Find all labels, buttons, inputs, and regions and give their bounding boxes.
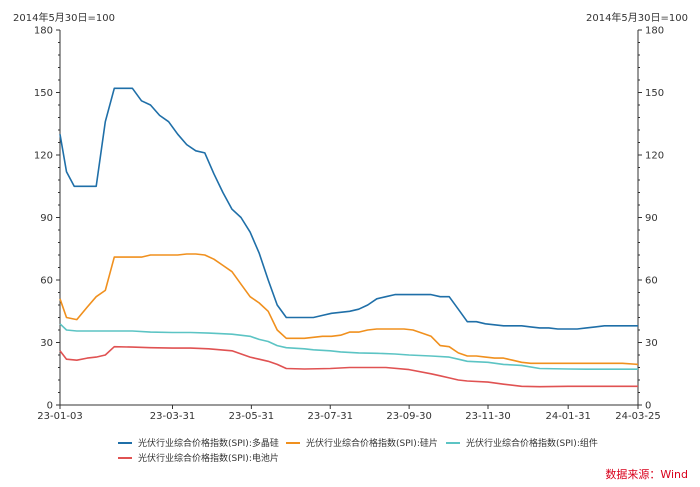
left-y-tick-label: 60: [40, 276, 53, 287]
x-tick-label: 23-07-31: [308, 411, 353, 422]
legend-label-wafer: 光伏行业综合价格指数(SPI):硅片: [306, 439, 438, 449]
legend-swatch-multi-si: [118, 441, 132, 444]
x-tick-label: 23-11-30: [465, 411, 510, 422]
legend-item-module: 光伏行业综合价格指数(SPI):组件: [446, 436, 598, 449]
left-y-tick-label: 120: [34, 151, 53, 162]
left-y-tick-label: 90: [40, 213, 53, 224]
series-line-wafer: [59, 253, 639, 366]
series-line-multi-si: [59, 87, 638, 330]
legend-item-wafer: 光伏行业综合价格指数(SPI):硅片: [286, 436, 438, 449]
left-y-tick-label: 0: [47, 401, 53, 412]
legend-label-module: 光伏行业综合价格指数(SPI):组件: [466, 439, 598, 449]
legend-label-cell: 光伏行业综合价格指数(SPI):电池片: [138, 454, 279, 464]
left-y-tick-label: 30: [40, 338, 53, 349]
x-tick-label: 23-03-31: [150, 411, 195, 422]
right-y-tick-label: 0: [645, 401, 651, 412]
legend-swatch-wafer: [286, 441, 300, 444]
legend-label-multi-si: 光伏行业综合价格指数(SPI):多晶硅: [138, 439, 279, 449]
legend-swatch-module: [446, 441, 460, 444]
right-y-tick-label: 120: [645, 151, 664, 162]
right-y-tick-label: 60: [645, 276, 658, 287]
right-y-tick-label: 30: [645, 338, 658, 349]
legend-swatch-cell: [118, 456, 132, 459]
legend-item-multi-si: 光伏行业综合价格指数(SPI):多晶硅: [118, 436, 279, 449]
x-tick-label: 24-03-25: [615, 411, 660, 422]
right-y-tick-label: 90: [645, 213, 658, 224]
legend-item-cell: 光伏行业综合价格指数(SPI):电池片: [118, 451, 279, 464]
left-y-tick-label: 180: [34, 26, 53, 37]
right-y-tick-label: 180: [645, 26, 664, 37]
x-tick-label: 23-01-03: [37, 411, 82, 422]
series-line-cell: [59, 345, 638, 388]
x-tick-label: 24-01-31: [545, 411, 590, 422]
left-axis-unit-label: 2014年5月30日=100: [13, 13, 116, 24]
x-tick-label: 23-09-30: [386, 411, 431, 422]
right-y-tick-label: 150: [645, 88, 664, 99]
right-axis-unit-label: 2014年5月30日=100: [585, 13, 688, 24]
series-line-module: [59, 323, 638, 371]
left-y-tick-label: 150: [34, 88, 53, 99]
x-tick-label: 23-05-31: [229, 411, 274, 422]
data-source-note: 数据来源：Wind: [605, 468, 688, 481]
